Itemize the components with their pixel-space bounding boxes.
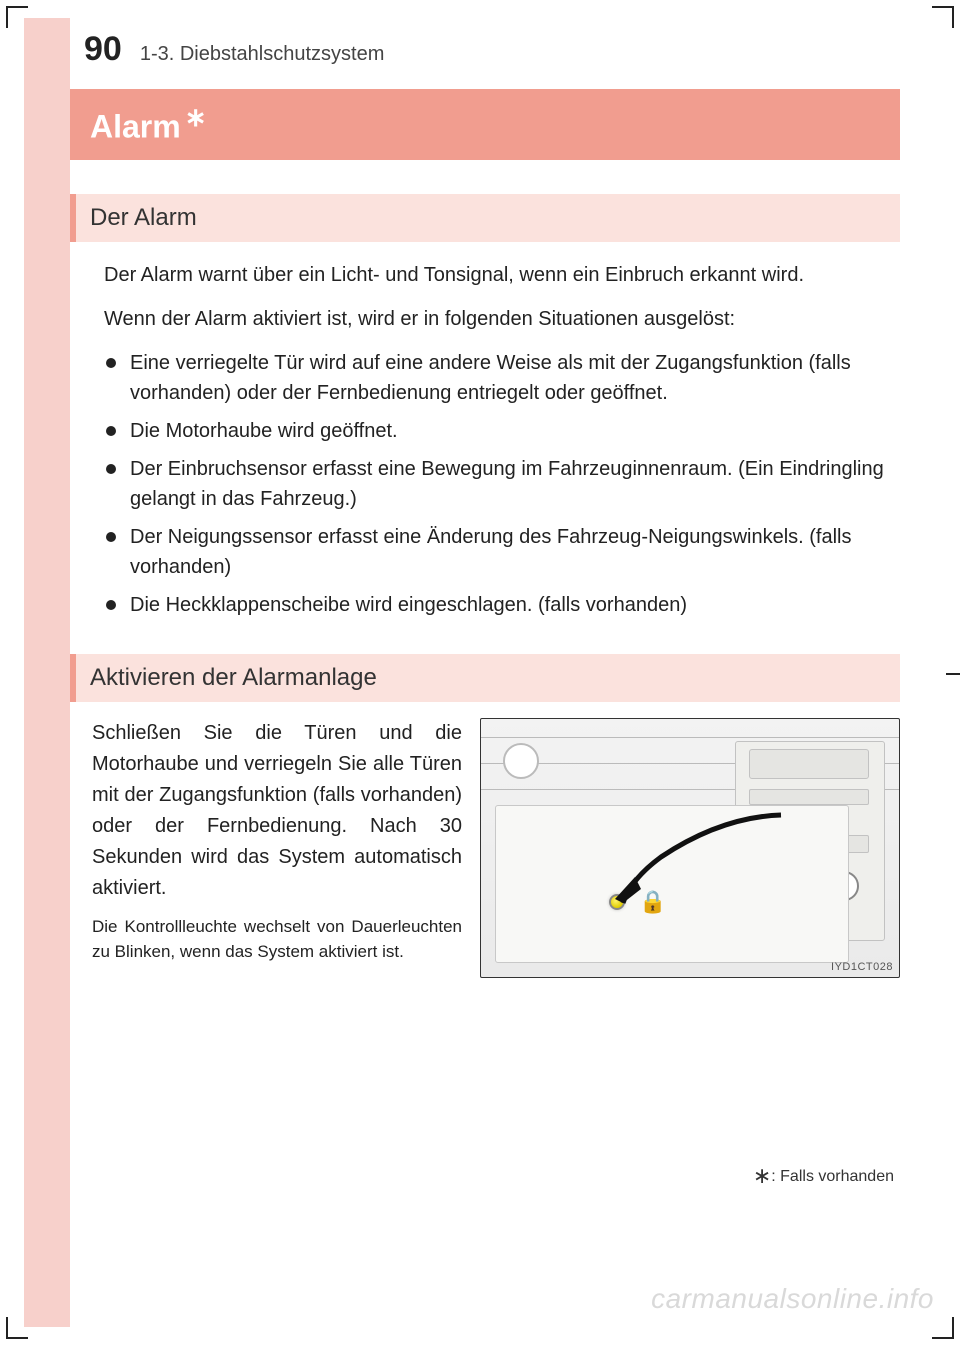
crop-mark-br: [932, 1317, 954, 1339]
chapter-title-text: Alarm: [90, 109, 181, 145]
chapter-title-superscript: ∗: [185, 103, 207, 132]
intro-paragraph: Der Alarm warnt über ein Licht- und Tons…: [104, 260, 900, 290]
page-number: 90: [84, 30, 122, 69]
footnote-text: : Falls vorhanden: [771, 1168, 894, 1185]
list-item: Die Heckklappenscheibe wird eingeschlage…: [104, 590, 900, 620]
radio-unit: [749, 749, 869, 779]
section-body-2: Schließen Sie die Türen und die Motorhau…: [70, 702, 900, 978]
crop-tick-right: [946, 673, 960, 675]
cd-slot: [749, 789, 869, 805]
crop-mark-tr: [932, 6, 954, 28]
arrow-icon: [601, 807, 801, 917]
figure-code: IYD1CT028: [831, 961, 893, 973]
dashboard-figure: 🔒 IYD1CT028: [480, 718, 900, 978]
dash-line: [481, 737, 899, 738]
subheading-aktivieren: Aktivieren der Alarmanlage: [70, 654, 900, 702]
list-item: Die Motorhaube wird geöffnet.: [104, 416, 900, 446]
chapter-title-bar: Alarm∗: [70, 89, 900, 160]
two-col-text: Schließen Sie die Türen und die Motorhau…: [92, 718, 462, 965]
lead-paragraph: Wenn der Alarm aktiviert ist, wird er in…: [104, 304, 900, 334]
steering-adjust-knob: [503, 743, 539, 779]
activation-note: Die Kontrollleuchte wechselt von Dauerle…: [92, 914, 462, 965]
footnote-symbol: ∗: [753, 1163, 771, 1188]
alarm-trigger-list: Eine verriegelte Tür wird auf eine ander…: [104, 348, 900, 620]
activation-paragraph: Schließen Sie die Türen und die Motorhau…: [92, 718, 462, 904]
section-label: 1-3. Diebstahlschutzsystem: [140, 43, 385, 66]
list-item: Eine verriegelte Tür wird auf eine ander…: [104, 348, 900, 408]
section-body-1: Der Alarm warnt über ein Licht- und Tons…: [70, 242, 900, 620]
subheading-der-alarm: Der Alarm: [70, 194, 900, 242]
footnote: ∗: Falls vorhanden: [753, 1163, 894, 1189]
running-header: 90 1-3. Diebstahlschutzsystem: [70, 18, 900, 89]
manual-page: 90 1-3. Diebstahlschutzsystem Alarm∗ Der…: [0, 0, 960, 1345]
watermark-text: carmanualsonline.info: [651, 1283, 934, 1315]
list-item: Der Neigungssensor erfasst eine Änderung…: [104, 522, 900, 582]
page-content: 90 1-3. Diebstahlschutzsystem Alarm∗ Der…: [70, 18, 900, 1327]
list-item: Der Einbruchsensor erfasst eine Bewegung…: [104, 454, 900, 514]
side-color-strip: [24, 18, 70, 1327]
